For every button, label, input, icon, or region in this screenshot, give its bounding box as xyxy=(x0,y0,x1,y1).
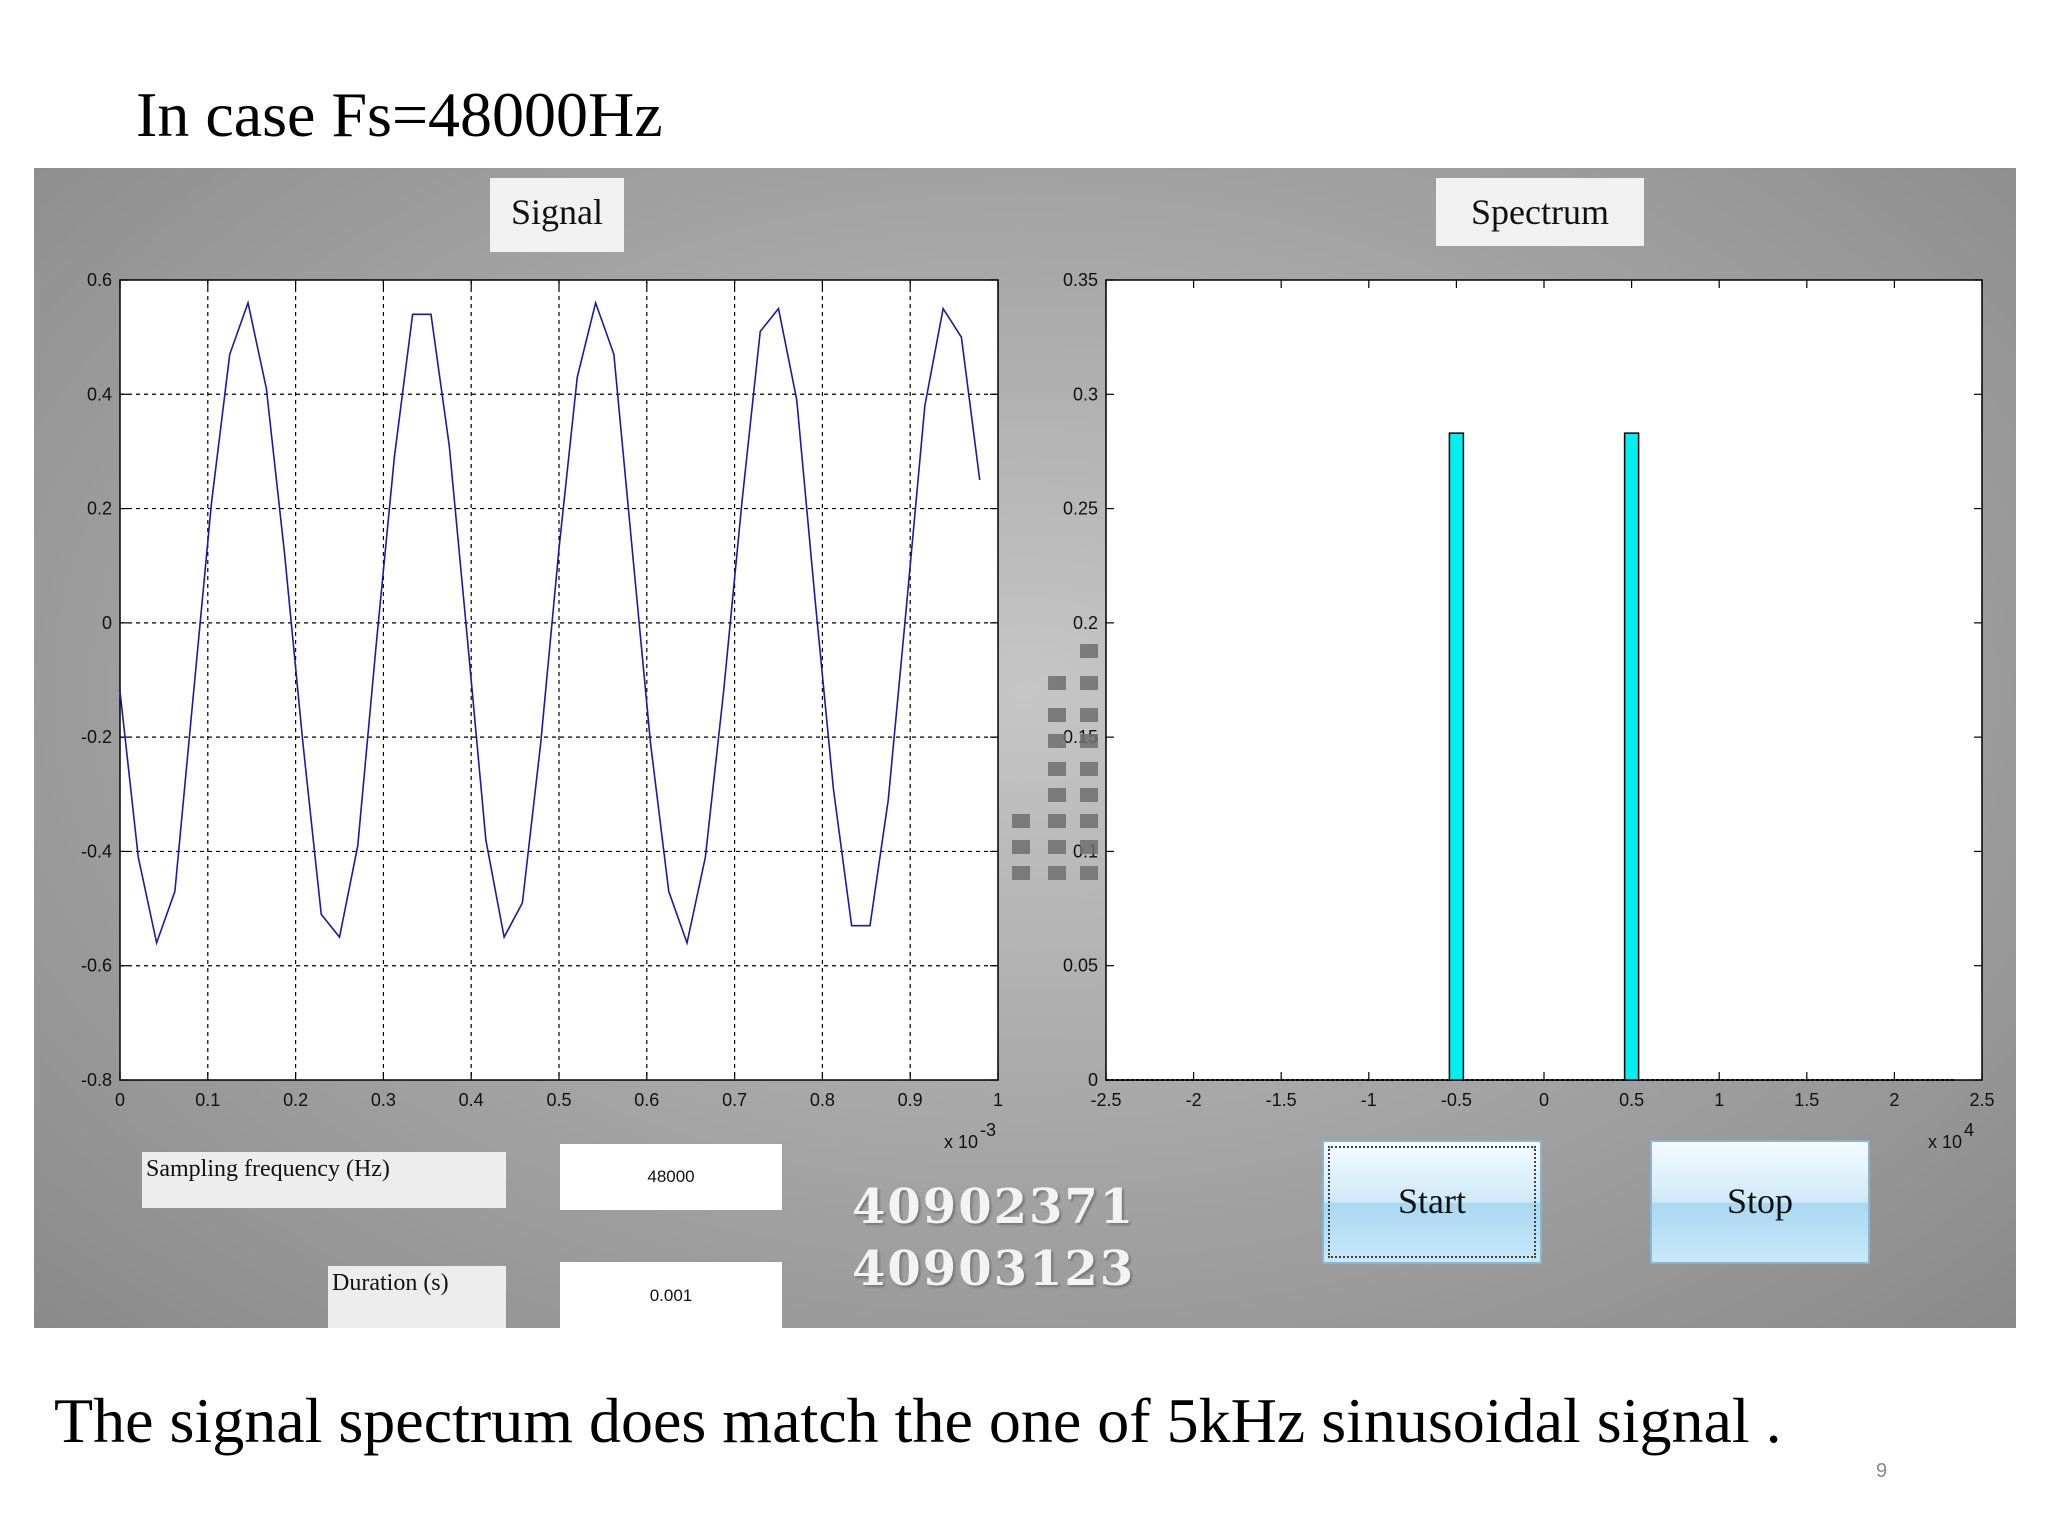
decorative-square xyxy=(1080,676,1098,690)
duration-label: Duration (s) xyxy=(328,1266,506,1328)
decorative-square xyxy=(1080,708,1098,722)
x-tick-label: 0.4 xyxy=(459,1090,484,1110)
x-multiplier-exponent: 4 xyxy=(1964,1120,1974,1140)
decorative-square xyxy=(1048,762,1066,776)
decorative-square xyxy=(1048,814,1066,828)
plot-area xyxy=(1105,279,1983,1081)
student-id: 40902371 xyxy=(852,1179,1136,1235)
x-tick-label: -2.5 xyxy=(1090,1090,1121,1110)
x-multiplier-exponent: -3 xyxy=(980,1120,996,1140)
x-tick-label: 0 xyxy=(115,1090,125,1110)
x-tick-label: -0.5 xyxy=(1441,1090,1472,1110)
start-button[interactable]: Start xyxy=(1322,1140,1542,1264)
student-id: 40903123 xyxy=(852,1241,1136,1297)
x-tick-label: 2.5 xyxy=(1969,1090,1994,1110)
signal-plot: 0 0.1 0.2 0.3 0.4 0.5 0.6 0.7 0.8 0.9 10.60.40.20-… xyxy=(81,270,1003,1152)
decorative-square xyxy=(1012,814,1030,828)
x-tick-label: -1 xyxy=(1361,1090,1377,1110)
x-tick-label: -2 xyxy=(1186,1090,1202,1110)
y-tick-label: 0.2 xyxy=(1073,613,1098,633)
decorative-square xyxy=(1080,762,1098,776)
y-tick-label: -0.4 xyxy=(81,841,112,861)
x-tick-label: 1.5 xyxy=(1794,1090,1819,1110)
decorative-square xyxy=(1048,734,1066,748)
page-number: 9 xyxy=(1876,1460,1888,1482)
y-tick-label: 0 xyxy=(1088,1070,1098,1090)
sampling-frequency-input[interactable] xyxy=(560,1144,782,1210)
y-tick-label: -0.8 xyxy=(81,1070,112,1090)
x-tick-label: 0.1 xyxy=(195,1090,220,1110)
slide-title: In case Fs=48000Hz xyxy=(136,79,663,150)
signal-title: Signal xyxy=(490,178,624,252)
y-tick-label: -0.2 xyxy=(81,727,112,747)
decorative-square xyxy=(1048,676,1066,690)
slide-caption: The signal spectrum does match the one o… xyxy=(54,1385,1782,1456)
sampling-frequency-label: Sampling frequency (Hz) xyxy=(142,1152,506,1208)
spectrum-title: Spectrum xyxy=(1436,178,1644,246)
x-tick-label: 0.9 xyxy=(898,1090,923,1110)
x-tick-label: 1 xyxy=(1714,1090,1724,1110)
signal-line xyxy=(119,299,981,946)
x-tick-label: 2 xyxy=(1889,1090,1899,1110)
duration-input[interactable] xyxy=(560,1262,782,1330)
y-tick-label: 0.4 xyxy=(87,384,112,404)
x-tick-label: 0 xyxy=(1539,1090,1549,1110)
x-tick-label: 0.5 xyxy=(1619,1090,1644,1110)
decorative-square xyxy=(1080,788,1098,802)
x-multiplier: x 10 xyxy=(1928,1132,1962,1152)
x-tick-label: 1 xyxy=(993,1090,1003,1110)
spectrum-bar xyxy=(1623,432,1640,1081)
decorative-square xyxy=(1048,840,1066,854)
x-multiplier: x 10 xyxy=(944,1132,978,1152)
y-tick-label: 0.35 xyxy=(1063,270,1098,290)
y-tick-label: 0.25 xyxy=(1063,499,1098,519)
y-tick-label: 0.6 xyxy=(87,270,112,290)
decorative-square xyxy=(1048,788,1066,802)
x-tick-label: -1.5 xyxy=(1266,1090,1297,1110)
x-tick-label: 0.7 xyxy=(722,1090,747,1110)
y-tick-label: 0.3 xyxy=(1073,384,1098,404)
decorative-square xyxy=(1048,708,1066,722)
y-tick-label: -0.6 xyxy=(81,956,112,976)
decorative-square xyxy=(1080,840,1098,854)
x-tick-label: 0.2 xyxy=(283,1090,308,1110)
y-tick-label: 0.2 xyxy=(87,499,112,519)
x-tick-label: 0.5 xyxy=(546,1090,571,1110)
x-tick-label: 0.6 xyxy=(634,1090,659,1110)
x-tick-label: 0.3 xyxy=(371,1090,396,1110)
decorative-square xyxy=(1080,734,1098,748)
gui-window: Signal Spectrum 0 0.1 0.2 0.3 0.4 0.5 0.6 0.7 0.… xyxy=(34,168,2016,1330)
decorative-square xyxy=(1012,840,1030,854)
decorative-square xyxy=(1080,866,1098,880)
y-tick-label: 0.05 xyxy=(1063,956,1098,976)
spectrum-bar xyxy=(1448,432,1465,1081)
x-tick-label: 0.8 xyxy=(810,1090,835,1110)
stop-button[interactable]: Stop xyxy=(1650,1140,1870,1264)
decorative-square xyxy=(1080,644,1098,658)
decorative-square xyxy=(1080,814,1098,828)
decorative-square xyxy=(1012,866,1030,880)
y-tick-label: 0 xyxy=(102,613,112,633)
spectrum-plot: -2.5 -2 -1.5 -1 -0.5 0 0.5 1 1.5 2 2.5 0.35 0.3 0.25 0… xyxy=(1063,270,1995,1152)
student-ids: 40902371 40903123 xyxy=(852,1176,1135,1300)
decorative-square xyxy=(1048,866,1066,880)
